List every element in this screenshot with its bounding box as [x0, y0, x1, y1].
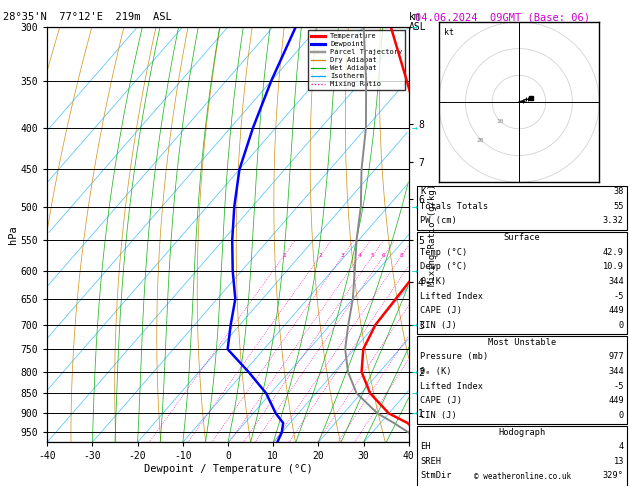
Text: →: →: [412, 320, 418, 330]
Text: 977: 977: [608, 352, 624, 362]
Text: PW (cm): PW (cm): [420, 216, 457, 226]
Text: 6: 6: [382, 253, 386, 258]
Legend: Temperature, Dewpoint, Parcel Trajectory, Dry Adiabat, Wet Adiabat, Isotherm, Mi: Temperature, Dewpoint, Parcel Trajectory…: [308, 30, 405, 90]
Text: 4: 4: [619, 442, 624, 451]
Text: Temp (°C): Temp (°C): [420, 248, 467, 257]
Text: CIN (J): CIN (J): [420, 411, 457, 420]
Text: CAPE (J): CAPE (J): [420, 396, 462, 405]
Text: -5: -5: [613, 382, 624, 391]
Text: 0: 0: [619, 411, 624, 420]
Text: © weatheronline.co.uk: © weatheronline.co.uk: [474, 472, 571, 481]
Text: km: km: [409, 12, 421, 22]
Text: 449: 449: [608, 306, 624, 315]
Text: 42.9: 42.9: [603, 248, 624, 257]
Y-axis label: hPa: hPa: [8, 225, 18, 244]
Text: 1: 1: [282, 253, 286, 258]
Text: 344: 344: [608, 367, 624, 376]
Text: 10: 10: [496, 119, 503, 124]
Text: SREH: SREH: [420, 457, 441, 466]
Text: θₑ (K): θₑ (K): [420, 367, 452, 376]
Text: CAPE (J): CAPE (J): [420, 306, 462, 315]
Text: 344: 344: [608, 277, 624, 286]
Text: →: →: [412, 202, 418, 211]
Text: 0: 0: [619, 321, 624, 330]
Text: 20: 20: [477, 138, 484, 143]
Text: ASL: ASL: [409, 22, 426, 32]
Text: 28°35'N  77°12'E  219m  ASL: 28°35'N 77°12'E 219m ASL: [3, 12, 172, 22]
Text: K: K: [420, 187, 425, 196]
Text: 5: 5: [371, 253, 375, 258]
Text: StmDir: StmDir: [420, 471, 452, 481]
Text: Dewp (°C): Dewp (°C): [420, 262, 467, 272]
Y-axis label: Mixing Ratio (g/kg): Mixing Ratio (g/kg): [428, 183, 437, 286]
Text: 13: 13: [613, 457, 624, 466]
Text: 04.06.2024  09GMT (Base: 06): 04.06.2024 09GMT (Base: 06): [415, 12, 590, 22]
Text: →: →: [412, 266, 418, 276]
Text: 3.32: 3.32: [603, 216, 624, 226]
Text: Most Unstable: Most Unstable: [488, 338, 556, 347]
Text: →: →: [412, 408, 418, 418]
Text: EH: EH: [420, 442, 431, 451]
Text: Surface: Surface: [504, 233, 540, 243]
Text: Pressure (mb): Pressure (mb): [420, 352, 489, 362]
Text: θₑ(K): θₑ(K): [420, 277, 447, 286]
Text: 2: 2: [318, 253, 322, 258]
Text: →: →: [412, 388, 418, 398]
Text: Lifted Index: Lifted Index: [420, 292, 483, 301]
Text: 10.9: 10.9: [603, 262, 624, 272]
Text: 449: 449: [608, 396, 624, 405]
Text: CIN (J): CIN (J): [420, 321, 457, 330]
Text: Hodograph: Hodograph: [498, 428, 546, 437]
Text: 55: 55: [613, 202, 624, 211]
Text: 329°: 329°: [603, 471, 624, 481]
Text: 3: 3: [341, 253, 345, 258]
Text: Lifted Index: Lifted Index: [420, 382, 483, 391]
Text: 38: 38: [613, 187, 624, 196]
Text: 4: 4: [358, 253, 362, 258]
Text: →: →: [412, 123, 418, 133]
Text: -5: -5: [613, 292, 624, 301]
X-axis label: Dewpoint / Temperature (°C): Dewpoint / Temperature (°C): [143, 464, 313, 474]
Text: Totals Totals: Totals Totals: [420, 202, 489, 211]
Text: →: →: [412, 22, 418, 32]
Text: →: →: [412, 367, 418, 377]
Text: kt: kt: [444, 28, 454, 37]
Text: 8: 8: [399, 253, 403, 258]
